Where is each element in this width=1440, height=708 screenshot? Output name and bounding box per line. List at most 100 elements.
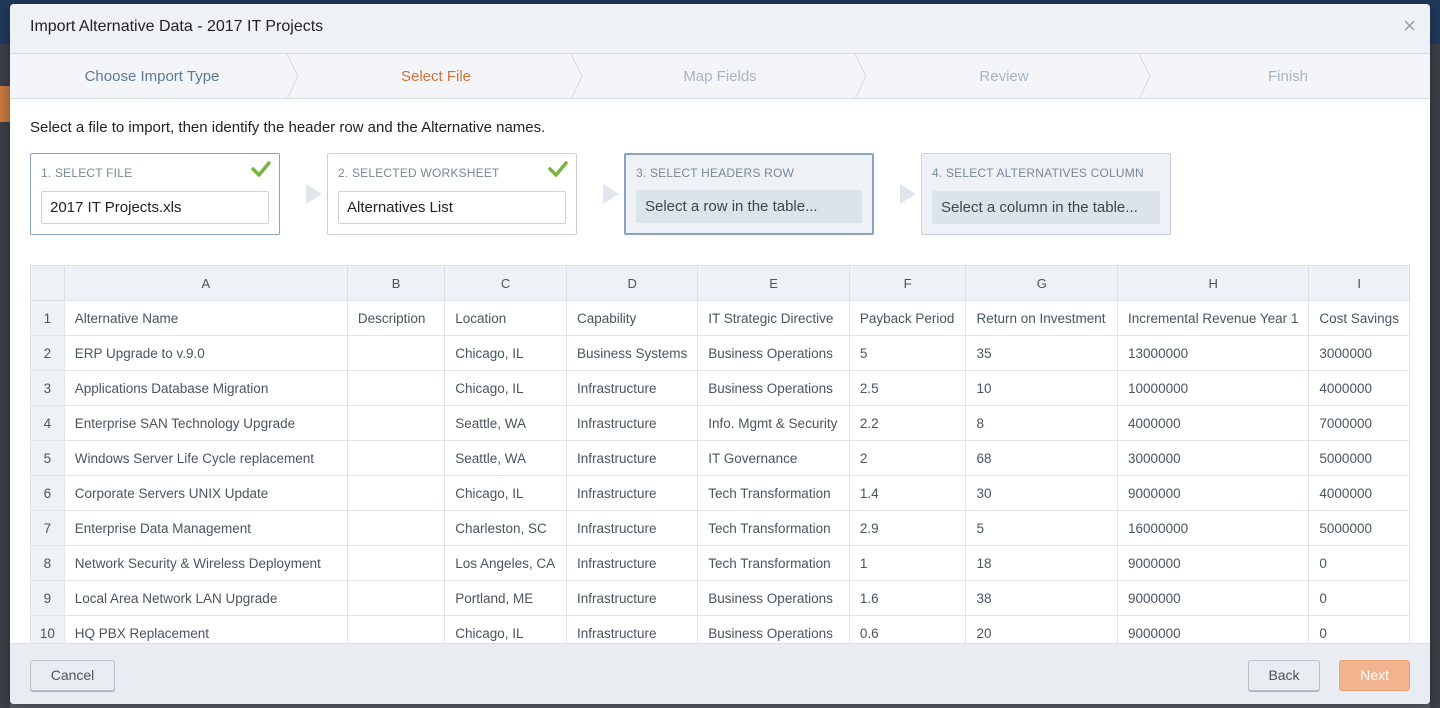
table-cell[interactable]: Portland, ME [444, 580, 567, 616]
table-cell[interactable]: Business Systems [565, 335, 699, 371]
worksheet-field[interactable]: Alternatives List [338, 191, 566, 224]
table-cell[interactable]: Windows Server Life Cycle replacement [63, 440, 348, 476]
table-cell[interactable]: 1.4 [848, 475, 967, 511]
row-number[interactable]: 1 [30, 300, 65, 336]
table-cell[interactable] [346, 615, 446, 643]
table-cell[interactable]: 8 [965, 405, 1119, 441]
table-cell[interactable]: Infrastructure [565, 475, 699, 511]
table-cell[interactable]: Tech Transformation [697, 510, 850, 546]
table-cell[interactable]: Infrastructure [565, 405, 699, 441]
table-cell[interactable]: Chicago, IL [444, 615, 567, 643]
table-cell[interactable]: Payback Period [848, 300, 967, 336]
table-cell[interactable]: Business Operations [697, 615, 850, 643]
table-cell[interactable]: Chicago, IL [444, 335, 567, 371]
table-cell[interactable]: Incremental Revenue Year 1 [1117, 300, 1310, 336]
table-cell[interactable]: 30 [965, 475, 1119, 511]
table-cell[interactable]: 3000000 [1308, 335, 1410, 371]
row-number[interactable]: 6 [30, 475, 65, 511]
table-row[interactable]: 5 Windows Server Life Cycle replacement Se… [30, 440, 1410, 476]
table-cell[interactable]: 10000000 [1117, 370, 1310, 406]
table-row[interactable]: 4 Enterprise SAN Technology Upgrade Seattl… [30, 405, 1410, 441]
table-cell[interactable]: Chicago, IL [444, 475, 567, 511]
column-letter-header[interactable]: H [1117, 265, 1310, 301]
table-cell[interactable]: 9000000 [1117, 545, 1310, 581]
wizard-step-3[interactable]: Map Fields [578, 54, 867, 99]
file-field[interactable]: 2017 IT Projects.xls [41, 191, 269, 224]
table-cell[interactable]: Alternative Name [63, 300, 348, 336]
table-cell[interactable]: 2.9 [848, 510, 967, 546]
table-row[interactable]: 10 HQ PBX Replacement Chicago, IL Infrastru… [30, 615, 1410, 643]
table-cell[interactable]: Return on Investment [965, 300, 1119, 336]
column-letter-header[interactable]: E [697, 265, 850, 301]
table-cell[interactable]: 35 [965, 335, 1119, 371]
row-number[interactable]: 10 [30, 615, 65, 643]
table-cell[interactable]: 2 [848, 440, 967, 476]
table-cell[interactable]: 68 [965, 440, 1119, 476]
table-cell[interactable]: 16000000 [1117, 510, 1310, 546]
row-number[interactable]: 2 [30, 335, 65, 371]
table-cell[interactable]: Business Operations [697, 580, 850, 616]
table-cell[interactable]: Infrastructure [565, 510, 699, 546]
table-row[interactable]: 9 Local Area Network LAN Upgrade Portland,… [30, 580, 1410, 616]
row-number[interactable]: 4 [30, 405, 65, 441]
table-cell[interactable]: Charleston, SC [444, 510, 567, 546]
table-cell[interactable]: Info. Mgmt & Security [697, 405, 850, 441]
table-cell[interactable]: Location [444, 300, 567, 336]
table-cell[interactable]: 5 [965, 510, 1119, 546]
table-cell[interactable]: HQ PBX Replacement [63, 615, 348, 643]
table-cell[interactable]: 7000000 [1308, 405, 1410, 441]
table-cell[interactable]: Tech Transformation [697, 475, 850, 511]
table-cell[interactable]: 13000000 [1117, 335, 1310, 371]
table-cell[interactable]: Infrastructure [565, 615, 699, 643]
wizard-step-5[interactable]: Finish [1146, 54, 1430, 99]
row-number[interactable]: 9 [30, 580, 65, 616]
table-row[interactable]: 1 Alternative Name Description Location Capa… [30, 300, 1410, 336]
table-row[interactable]: 3 Applications Database Migration Chicago,… [30, 370, 1410, 406]
table-cell[interactable] [346, 405, 446, 441]
column-letter-header[interactable]: B [346, 265, 446, 301]
table-cell[interactable] [346, 580, 446, 616]
row-number[interactable]: 8 [30, 545, 65, 581]
table-cell[interactable]: 9000000 [1117, 580, 1310, 616]
table-cell[interactable]: Applications Database Migration [63, 370, 348, 406]
table-cell[interactable] [346, 370, 446, 406]
column-letter-header[interactable]: G [965, 265, 1119, 301]
wizard-step-1[interactable]: Choose Import Type [10, 54, 299, 99]
table-cell[interactable]: 5000000 [1308, 440, 1410, 476]
table-cell[interactable]: 3000000 [1117, 440, 1310, 476]
table-cell[interactable]: 2.5 [848, 370, 967, 406]
table-cell[interactable]: 0.6 [848, 615, 967, 643]
column-letter-header[interactable]: I [1308, 265, 1410, 301]
table-cell[interactable]: 38 [965, 580, 1119, 616]
column-letter-header[interactable]: F [848, 265, 967, 301]
table-cell[interactable]: Business Operations [697, 335, 850, 371]
close-icon[interactable]: × [1403, 13, 1416, 38]
table-cell[interactable]: 1 [848, 545, 967, 581]
table-cell[interactable]: Business Operations [697, 370, 850, 406]
table-cell[interactable]: 5000000 [1308, 510, 1410, 546]
table-cell[interactable]: Infrastructure [565, 545, 699, 581]
table-row[interactable]: 8 Network Security & Wireless Deployment L… [30, 545, 1410, 581]
table-cell[interactable]: Infrastructure [565, 440, 699, 476]
table-cell[interactable]: 2.2 [848, 405, 967, 441]
table-cell[interactable]: Seattle, WA [444, 405, 567, 441]
table-cell[interactable]: Capability [565, 300, 699, 336]
table-cell[interactable]: 4000000 [1308, 475, 1410, 511]
table-cell[interactable]: 0 [1308, 615, 1410, 643]
table-cell[interactable]: 18 [965, 545, 1119, 581]
table-cell[interactable] [346, 545, 446, 581]
row-number[interactable]: 7 [30, 510, 65, 546]
table-cell[interactable]: IT Strategic Directive [697, 300, 850, 336]
table-row[interactable]: 7 Enterprise Data Management Charleston, S… [30, 510, 1410, 546]
table-cell[interactable]: Chicago, IL [444, 370, 567, 406]
next-button[interactable]: Next [1339, 660, 1410, 691]
back-button[interactable]: Back [1248, 660, 1320, 691]
table-cell[interactable]: 0 [1308, 580, 1410, 616]
table-cell[interactable]: 4000000 [1308, 370, 1410, 406]
table-cell[interactable]: Los Angeles, CA [444, 545, 567, 581]
cancel-button[interactable]: Cancel [30, 660, 115, 691]
table-cell[interactable] [346, 475, 446, 511]
table-cell[interactable]: 0 [1308, 545, 1410, 581]
table-cell[interactable]: Cost Savings [1308, 300, 1410, 336]
headers-row-field[interactable]: Select a row in the table... [636, 190, 862, 223]
